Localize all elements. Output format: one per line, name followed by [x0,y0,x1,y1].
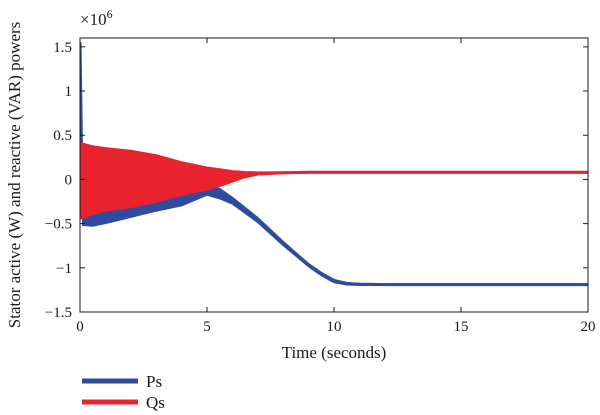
y-tick-label: 1 [65,84,73,100]
ticks-layer: 0 5 10 15 20 1.5 1 0.5 0 −0.5 −1 −1.5 [45,38,596,335]
y-tick-label: 0.5 [53,128,72,144]
series-line-qs [80,170,588,181]
x-tick-label: 10 [327,319,342,335]
series-line-ps [80,42,588,287]
x-tick-label: 20 [581,319,596,335]
legend-label-ps: Ps [146,372,162,391]
y-tick-label: 1.5 [53,40,72,56]
x-tick-label: 15 [454,319,469,335]
y-tick-label: 0 [65,172,73,188]
series-band-ps [80,42,588,286]
y-tick-label: −0.5 [45,217,72,233]
legend: Ps Qs [82,372,165,412]
x-axis-label: Time (seconds) [282,343,387,362]
y-axis-label: Stator active (W) and reactive (VAR) pow… [5,22,24,329]
y-tick-label: −1.5 [45,305,72,321]
x-tick-label: 5 [203,319,211,335]
legend-label-qs: Qs [146,393,165,412]
y-multiplier: ×106 [80,7,113,29]
y-tick-label: −1 [56,261,72,277]
series-layer [80,42,588,287]
x-tick-label: 0 [76,319,84,335]
